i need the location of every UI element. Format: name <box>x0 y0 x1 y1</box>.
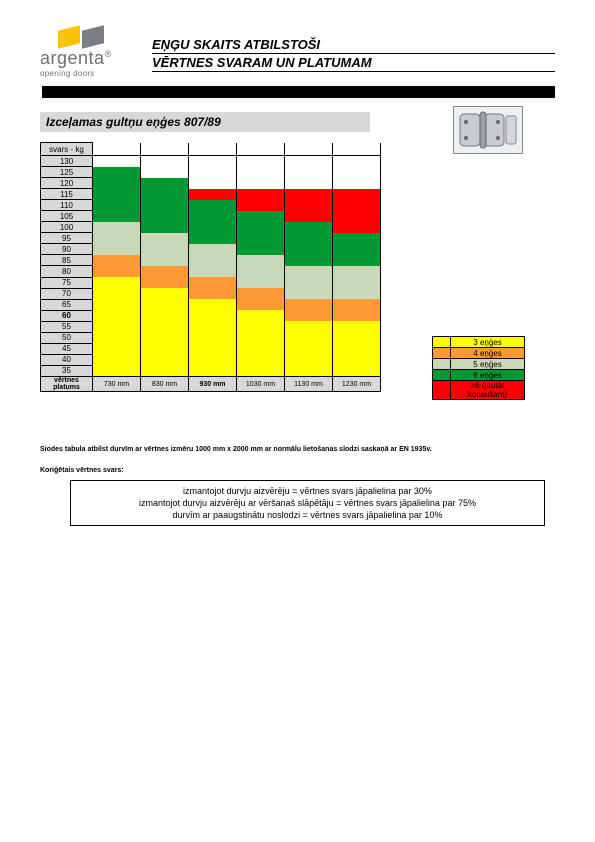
bar-segment <box>237 255 284 288</box>
hinge-icon <box>458 110 518 150</box>
bar-segment <box>189 200 236 244</box>
chart-column <box>141 156 189 377</box>
bar-segment <box>285 266 332 299</box>
chart-column <box>237 156 285 377</box>
y-tick: 45 <box>41 343 93 354</box>
x-tick: 1030 mm <box>237 377 285 392</box>
legend-label: 4 eņģes <box>451 348 525 359</box>
hinge-illustration <box>453 106 523 154</box>
legend-swatch <box>433 348 451 359</box>
rule-line: izmantojot durvju aizvērēju = vērtnes sv… <box>79 485 536 497</box>
rule-line: izmantojot durvju aizvērēju ar vēršanaš … <box>79 497 536 509</box>
bar-segment <box>141 266 188 288</box>
legend-label: >6 (jautāt konsultant) <box>451 381 525 400</box>
legend-label: 6 eņģes <box>451 370 525 381</box>
bar-segment <box>333 299 380 321</box>
bar-segment <box>237 310 284 376</box>
y-tick: 75 <box>41 277 93 288</box>
y-tick: 110 <box>41 200 93 211</box>
title-line-1: EŅĢU SKAITS ATBILSTOŠI <box>152 36 555 54</box>
bar-segment <box>93 255 140 277</box>
x-tick: 1230 mm <box>333 377 381 392</box>
bar-segment <box>141 288 188 376</box>
y-tick: 115 <box>41 189 93 200</box>
bar-segment <box>333 266 380 299</box>
chart-column <box>93 156 141 377</box>
y-tick: 60 <box>41 310 93 321</box>
legend-swatch <box>433 370 451 381</box>
bar-segment <box>285 222 332 266</box>
chart-column <box>285 156 333 377</box>
y-tick: 35 <box>41 365 93 376</box>
x-tick: 730 mm <box>93 377 141 392</box>
bar-segment <box>189 244 236 277</box>
y-tick: 40 <box>41 354 93 365</box>
bar-segment <box>141 178 188 233</box>
y-tick: 80 <box>41 266 93 277</box>
y-tick: 70 <box>41 288 93 299</box>
rule-line: durvīm ar paaugstinātu noslodzi = vērtne… <box>79 509 536 521</box>
legend-swatch <box>433 337 451 348</box>
logo-icon <box>58 28 136 46</box>
rules-box: izmantojot durvju aizvērēju = vērtnes sv… <box>70 480 545 526</box>
footnote-1: Siodes tabula atbilst durvīm ar vērtnes … <box>40 446 555 453</box>
bar-segment <box>93 222 140 255</box>
chart-table: svars - kg130125120115110105100959085807… <box>40 142 381 392</box>
bar-segment <box>237 189 284 211</box>
x-tick: 830 mm <box>141 377 189 392</box>
footnote-2: Koriģētais vērtnes svars: <box>40 467 555 474</box>
y-tick: 90 <box>41 244 93 255</box>
chart: svars - kg130125120115110105100959085807… <box>40 142 555 422</box>
bar-segment <box>93 167 140 222</box>
y-tick: 50 <box>41 332 93 343</box>
logo: argenta® opening doors <box>40 28 136 78</box>
x-tick: 930 mm <box>189 377 237 392</box>
x-tick: 1130 mm <box>285 377 333 392</box>
y-tick: 120 <box>41 178 93 189</box>
page-title: EŅĢU SKAITS ATBILSTOŠI VĒRTNES SVARAM UN… <box>152 36 555 78</box>
y-tick: 85 <box>41 255 93 266</box>
legend-swatch <box>433 359 451 370</box>
bar-segment <box>237 288 284 310</box>
bar-segment <box>285 189 332 222</box>
title-line-2: VĒRTNES SVARAM UN PLATUMAM <box>152 54 555 72</box>
bar-segment <box>333 189 380 233</box>
bar-segment <box>141 233 188 266</box>
y-tick: 100 <box>41 222 93 233</box>
brand-name: argenta® <box>40 48 136 69</box>
bar-segment <box>189 189 236 200</box>
x-axis-header: vērtnes platums <box>41 377 93 392</box>
legend: 3 eņģes4 eņģes5 eņģes6 eņģes>6 (jautāt k… <box>432 336 525 400</box>
y-tick: 125 <box>41 167 93 178</box>
bar-segment <box>189 277 236 299</box>
y-tick: 65 <box>41 299 93 310</box>
bar-segment <box>189 299 236 376</box>
header: argenta® opening doors EŅĢU SKAITS ATBIL… <box>40 28 555 78</box>
legend-swatch <box>433 381 451 400</box>
y-axis-header: svars - kg <box>41 143 93 156</box>
y-tick: 95 <box>41 233 93 244</box>
y-tick: 105 <box>41 211 93 222</box>
y-tick: 55 <box>41 321 93 332</box>
chart-column <box>189 156 237 377</box>
bar-segment <box>285 321 332 376</box>
bar-segment <box>237 211 284 255</box>
divider-bar <box>42 86 555 98</box>
legend-label: 5 eņģes <box>451 359 525 370</box>
section-subtitle: Izceļamas gultņu eņģes 807/89 <box>40 112 370 132</box>
chart-column <box>333 156 381 377</box>
bar-segment <box>333 233 380 266</box>
bar-segment <box>93 277 140 376</box>
y-tick: 130 <box>41 156 93 167</box>
bar-segment <box>333 321 380 376</box>
legend-label: 3 eņģes <box>451 337 525 348</box>
brand-tagline: opening doors <box>40 69 136 78</box>
bar-segment <box>285 299 332 321</box>
